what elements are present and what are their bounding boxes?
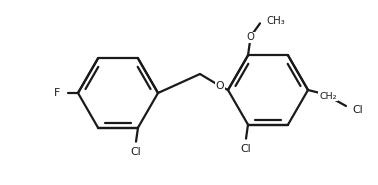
Text: CH₂: CH₂ bbox=[319, 92, 337, 100]
Text: Cl: Cl bbox=[352, 105, 363, 115]
Text: CH₃: CH₃ bbox=[266, 16, 285, 26]
Text: O: O bbox=[216, 81, 224, 91]
Text: F: F bbox=[54, 88, 60, 98]
Text: Cl: Cl bbox=[241, 144, 251, 154]
Text: O: O bbox=[246, 32, 254, 42]
Text: Cl: Cl bbox=[131, 147, 141, 157]
